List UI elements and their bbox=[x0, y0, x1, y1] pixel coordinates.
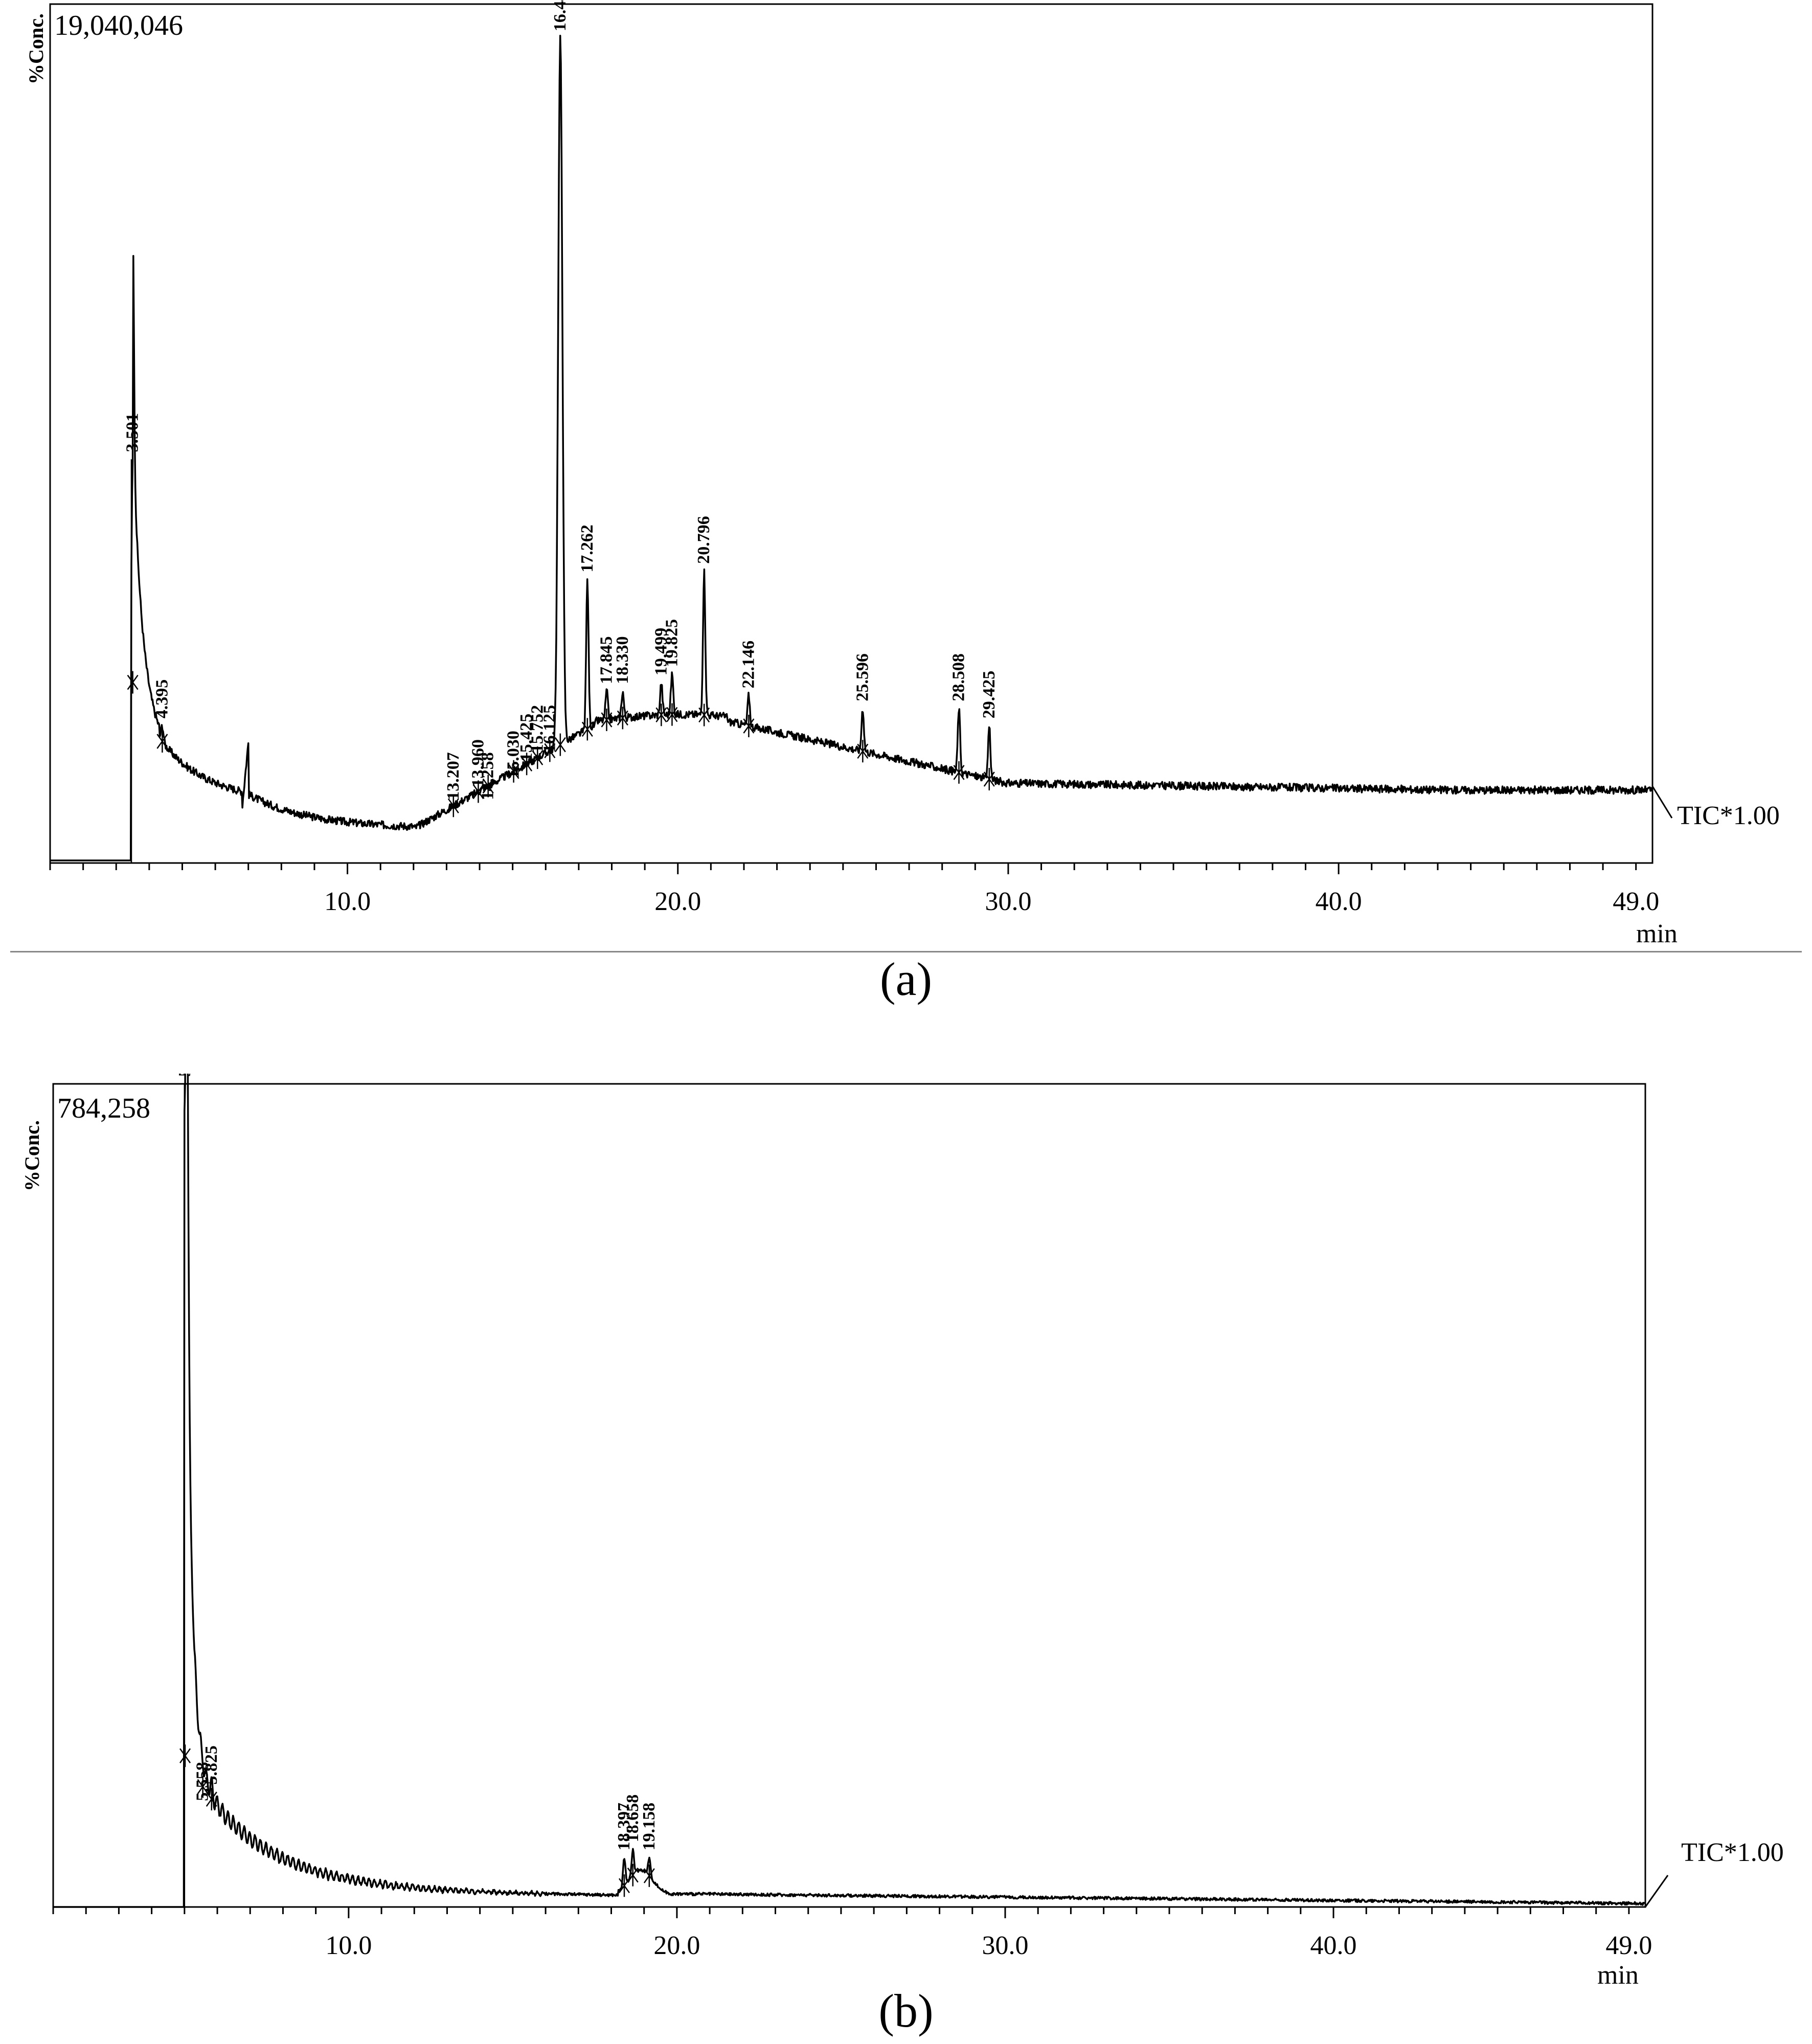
peak-label: 15.030 bbox=[504, 731, 523, 779]
peak-marker bbox=[544, 739, 556, 762]
peak-label: 3.501 bbox=[123, 413, 142, 452]
peak-marker bbox=[482, 775, 494, 798]
trace-label-leader bbox=[1651, 786, 1673, 819]
tic-trace bbox=[53, 1074, 1645, 1908]
peak-marker bbox=[521, 753, 533, 776]
peak-label: 19.825 bbox=[662, 619, 681, 667]
peak-marker bbox=[532, 746, 543, 769]
plot-frame bbox=[52, 1083, 1646, 1908]
chromatogram-b: 784,258 %Conc. TIC*1.00 min 10.0 20.0 30.0… bbox=[0, 1074, 1812, 2044]
x-tick-label: 40.0 bbox=[1310, 1931, 1357, 1960]
peak-label: 15.425 bbox=[517, 714, 536, 762]
peak-label: 28.508 bbox=[949, 653, 968, 701]
peak-label: 18.658 bbox=[623, 1795, 642, 1843]
peak-label: 4.395 bbox=[152, 679, 171, 719]
trace-label-leader bbox=[1644, 1875, 1669, 1907]
peak-marker bbox=[983, 767, 995, 790]
peak-marker bbox=[197, 1775, 209, 1798]
chart-a-svg: 19,040,046 %Conc. TIC*1.00 min 10.0 20.0 3… bbox=[25, 0, 1780, 948]
peak-marker bbox=[601, 709, 613, 732]
peak-marker bbox=[953, 761, 965, 784]
peak-label: 15.752 bbox=[528, 705, 547, 753]
peak-label: 13.960 bbox=[468, 739, 487, 787]
peak-marker bbox=[127, 671, 139, 694]
peak-marker bbox=[554, 733, 566, 756]
peak-label: 16.442 bbox=[551, 0, 570, 31]
peak-label: 13.207 bbox=[444, 752, 463, 800]
peak-label: 19.158 bbox=[640, 1803, 659, 1851]
peak-marker bbox=[698, 703, 710, 726]
peak-marker bbox=[666, 703, 678, 726]
peak-label: 5.558 bbox=[193, 1762, 212, 1801]
peak-marker bbox=[156, 730, 168, 753]
peak-label: 18.330 bbox=[613, 637, 632, 685]
peak-marker bbox=[655, 703, 667, 726]
x-tick-label: 49.0 bbox=[1605, 1931, 1652, 1960]
peak-label: 14.258 bbox=[479, 752, 497, 800]
peak-marker bbox=[206, 1788, 217, 1811]
plot-frame bbox=[49, 3, 1654, 864]
peak-label: 19.499 bbox=[651, 628, 670, 676]
peak-label: 20.796 bbox=[694, 516, 713, 564]
peak-label: 5.825 bbox=[202, 1745, 221, 1785]
separator-line bbox=[10, 951, 1802, 952]
chart-a-frame: 19,040,046 %Conc. TIC*1.00 min bbox=[25, 3, 1780, 948]
peak-marker bbox=[508, 760, 519, 783]
trace-label: TIC*1.00 bbox=[1681, 1838, 1784, 1867]
peak-marker bbox=[447, 794, 459, 817]
peak-label: 25.596 bbox=[853, 653, 872, 701]
peak-label: 17.262 bbox=[578, 525, 597, 573]
max-value-label: 784,258 bbox=[57, 1093, 150, 1124]
chart-b-frame: 784,258 %Conc. TIC*1.00 min bbox=[20, 1083, 1784, 1990]
x-tick-label: 30.0 bbox=[985, 887, 1031, 916]
peak-marker bbox=[581, 718, 593, 741]
peak-marker bbox=[627, 1864, 639, 1887]
x-tick-label: 30.0 bbox=[982, 1931, 1028, 1960]
x-tick-label: 10.0 bbox=[325, 1931, 372, 1960]
y-axis-label: %Conc. bbox=[25, 13, 48, 84]
max-value-label: 19,040,046 bbox=[54, 10, 183, 41]
peak-label: 16.125 bbox=[540, 705, 559, 753]
chart-b-svg: 784,258 %Conc. TIC*1.00 min 10.0 20.0 30.0… bbox=[20, 1074, 1784, 1990]
tic-trace bbox=[50, 35, 1653, 861]
peak-label: 29.425 bbox=[980, 671, 999, 719]
peak-marker bbox=[472, 780, 484, 803]
y-axis-label: %Conc. bbox=[20, 1120, 43, 1191]
peak-marker bbox=[618, 1874, 630, 1897]
peak-label: 17.845 bbox=[597, 637, 616, 685]
peak-label: 18.397 bbox=[615, 1803, 633, 1851]
x-tick-label: 40.0 bbox=[1316, 887, 1362, 916]
peak-label: 5.019 bbox=[175, 1074, 194, 1077]
peak-label: 22.146 bbox=[739, 641, 758, 689]
x-tick-label: 20.0 bbox=[653, 1931, 700, 1960]
caption-b: (b) bbox=[878, 1985, 934, 2037]
peak-marker bbox=[617, 707, 628, 730]
x-axis-label: min bbox=[1597, 1961, 1639, 1990]
chromatogram-a: 19,040,046 %Conc. TIC*1.00 min 10.0 20.0 3… bbox=[0, 0, 1812, 1017]
x-tick-label: 10.0 bbox=[324, 887, 371, 916]
peak-marker bbox=[857, 740, 869, 763]
caption-a: (a) bbox=[879, 953, 933, 1005]
peak-marker bbox=[743, 715, 755, 738]
peak-marker bbox=[643, 1864, 655, 1887]
x-axis-label: min bbox=[1636, 919, 1678, 948]
x-tick-label: 20.0 bbox=[654, 887, 701, 916]
trace-label: TIC*1.00 bbox=[1677, 801, 1780, 830]
x-tick-label: 49.0 bbox=[1613, 887, 1659, 916]
